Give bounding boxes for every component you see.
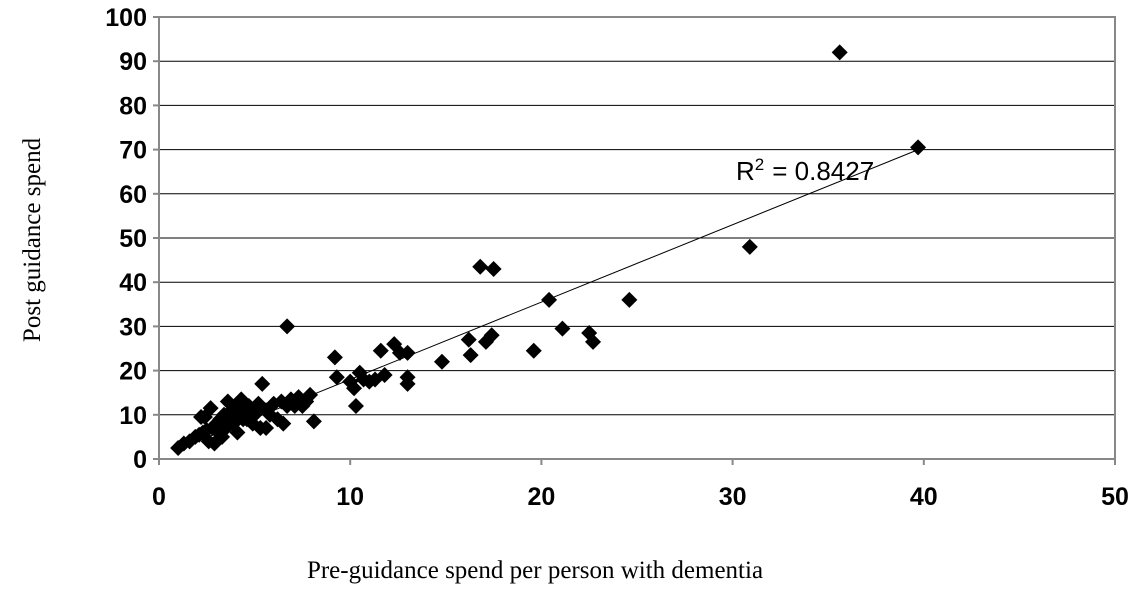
point [433,353,450,370]
point [462,347,479,364]
point [347,397,364,414]
y-tick-label: 0 [133,446,147,474]
point [372,342,389,359]
point [585,333,602,350]
point [741,238,758,255]
trendline [174,146,924,452]
y-tick-label: 20 [119,358,147,386]
point [485,260,502,277]
point [472,258,489,275]
point [399,344,416,361]
point [275,415,292,432]
point [305,413,322,430]
point [525,342,542,359]
point [223,404,240,421]
x-tick-label: 50 [1101,483,1129,511]
x-tick-label: 20 [527,483,555,511]
point [541,291,558,308]
point [831,44,848,61]
x-tick-label: 0 [152,483,166,511]
point [193,409,210,426]
y-tick-label: 90 [119,48,147,76]
point [554,320,571,337]
point [202,400,219,417]
point [621,291,638,308]
y-tick-label: 30 [119,313,147,341]
point [302,386,319,403]
point [328,369,345,386]
y-tick-label: 60 [119,181,147,209]
point [279,318,296,335]
point [326,349,343,366]
x-tick-label: 30 [719,483,747,511]
y-tick-label: 50 [119,225,147,253]
plot-frame [158,16,1116,460]
annotation-base: R [736,156,755,186]
point [367,371,384,388]
point [240,397,257,414]
y-tick-label: 100 [105,4,147,32]
point [208,417,225,434]
y-tick-label: 70 [119,137,147,165]
x-tick-label: 40 [910,483,938,511]
point [399,375,416,392]
point [477,333,494,350]
y-tick-label: 40 [119,269,147,297]
point [252,420,269,437]
y-tick-label: 10 [119,402,147,430]
x-tick-label: 10 [336,483,364,511]
point [254,375,271,392]
annotation-superscript: 2 [755,155,764,174]
y-axis-label: Post guidance spend [19,137,46,342]
point [460,331,477,348]
y-tick-label: 80 [119,92,147,120]
x-axis-label: Pre-guidance spend per person with demen… [307,557,763,584]
point [346,380,363,397]
r-squared-annotation: R2 = 0.8427 [736,155,874,186]
annotation-value: = 0.8427 [772,156,874,186]
